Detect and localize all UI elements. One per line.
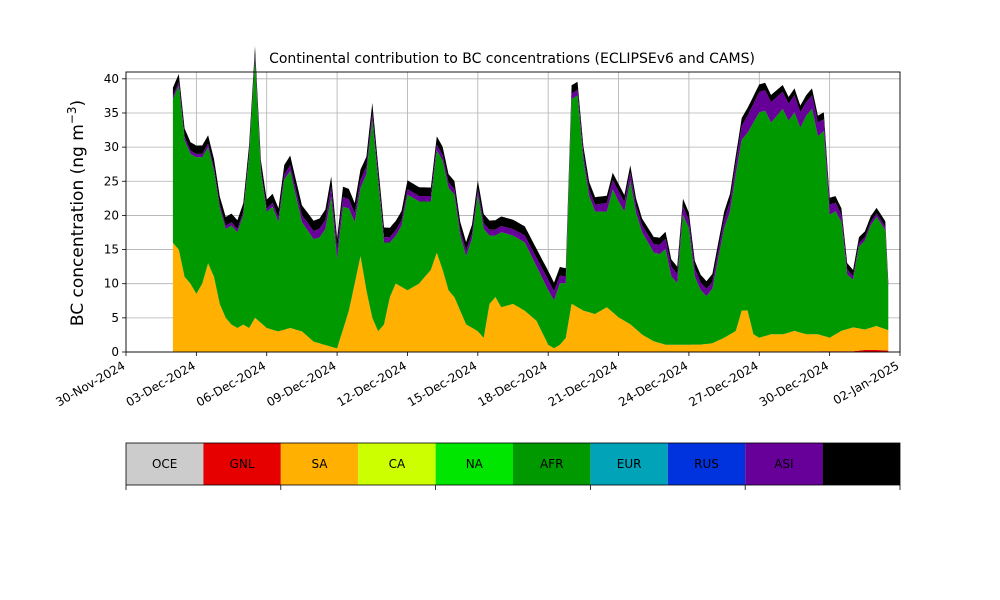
x-tick-label: 15-Dec-2024 — [405, 358, 479, 409]
y-tick-label: 15 — [104, 243, 119, 257]
axes-frame — [125, 71, 901, 353]
legend-label-sa: SA — [311, 457, 328, 471]
legend-colorbar: OCE GNL SA CA NA AFR EUR RUS ASI AUS — [125, 442, 901, 490]
legend-swatch-eur — [590, 443, 668, 485]
area-afr — [172, 58, 889, 349]
x-tick-label: 02-Jan-2025 — [831, 358, 902, 407]
y-tick-label: 5 — [111, 311, 119, 325]
legend-label-rus: RUS — [694, 457, 719, 471]
x-tick-label: 24-Dec-2024 — [616, 358, 690, 409]
x-tick-label: 30-Nov-2024 — [53, 358, 127, 409]
chart-title: Continental contribution to BC concentra… — [269, 51, 755, 67]
y-tick-label: 25 — [104, 174, 119, 188]
legend-label-ca: CA — [389, 457, 406, 471]
x-axis-ticks: 30-Nov-202403-Dec-202406-Dec-202409-Dec-… — [53, 352, 902, 409]
x-tick-label: 18-Dec-2024 — [475, 358, 549, 409]
legend-swatch-gnl — [203, 443, 281, 485]
legend-frame — [125, 442, 901, 486]
legend-swatch-na — [435, 443, 513, 485]
legend-swatch-asi — [745, 443, 823, 485]
legend-label-afr: AFR — [540, 457, 563, 471]
y-axis-label: BC concentration (ng m−3) — [65, 100, 88, 326]
x-tick-label: 21-Dec-2024 — [546, 358, 620, 409]
y-tick-label: 40 — [104, 72, 119, 86]
y-tick-label: 10 — [104, 277, 119, 291]
legend-swatch-ca — [358, 443, 436, 485]
y-tick-label: 35 — [104, 106, 119, 120]
legend-label-oce: OCE — [152, 457, 177, 471]
legend-label-eur: EUR — [617, 457, 642, 471]
axes — [125, 71, 901, 353]
area-aus — [172, 46, 889, 292]
x-tick-label: 09-Dec-2024 — [264, 358, 338, 409]
y-tick-label: 0 — [111, 345, 119, 359]
x-tick-label: 12-Dec-2024 — [335, 358, 409, 409]
x-tick-label: 30-Dec-2024 — [757, 358, 831, 409]
legend-label-aus: AUS — [849, 457, 874, 471]
y-tick-label: 30 — [104, 140, 119, 154]
y-axis-label-close: ) — [68, 100, 88, 107]
y-axis-label-text: BC concentration (ng m — [68, 124, 88, 326]
legend-swatch-aus — [822, 443, 900, 485]
stacked-areas — [172, 46, 889, 352]
legend-swatch-rus — [667, 443, 746, 485]
x-tick-label: 27-Dec-2024 — [686, 358, 760, 409]
area-asi — [172, 54, 889, 301]
legend-label-na: NA — [466, 457, 484, 471]
legend-swatch-sa — [280, 443, 359, 485]
area-sa — [172, 242, 889, 352]
y-axis-label-sup: −3 — [65, 106, 79, 124]
x-tick-label: 06-Dec-2024 — [194, 358, 268, 409]
y-axis-ticks: 0 5 10 15 20 25 30 35 40 — [104, 72, 126, 359]
legend-label-gnl: GNL — [230, 457, 255, 471]
y-tick-label: 20 — [104, 208, 119, 222]
x-tick-label: 03-Dec-2024 — [124, 358, 198, 409]
legend-swatch-oce — [126, 443, 204, 485]
legend-swatch-afr — [513, 443, 591, 485]
legend-label-asi: ASI — [774, 457, 793, 471]
